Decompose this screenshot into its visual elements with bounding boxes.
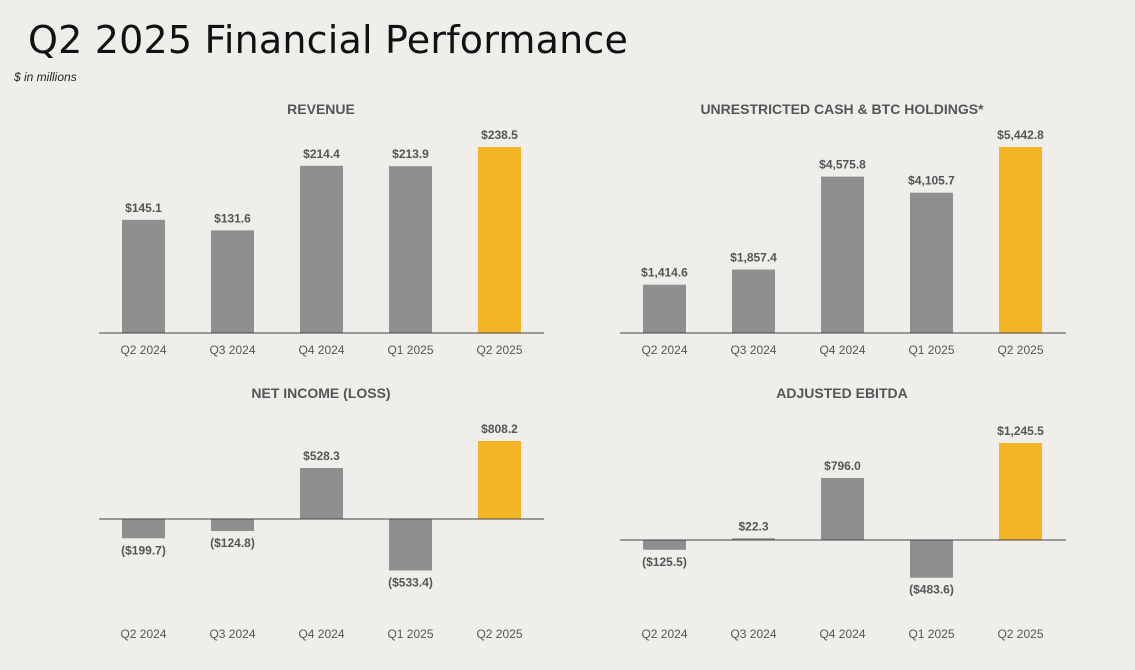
revenue-chart: REVENUE $145.1 Q2 2024 $131.6 Q3 2024 $214.4 Q…	[99, 101, 544, 357]
cash-btc-category-label: Q1 2025	[908, 343, 954, 357]
adj-ebitda-category-label: Q3 2024	[730, 627, 776, 641]
net-income-chart: NET INCOME (LOSS) ($199.7) Q2 2024 ($124.8)…	[99, 385, 544, 641]
revenue-value-label: $238.5	[481, 128, 518, 142]
adj-ebitda-value-label: $22.3	[738, 519, 768, 533]
cash-btc-bar	[999, 147, 1042, 333]
cash-btc-chart: UNRESTRICTED CASH & BTC HOLDINGS* $1,414.…	[620, 101, 1066, 357]
revenue-category-label: Q4 2024	[298, 343, 344, 357]
adj-ebitda-value-label: ($483.6)	[909, 583, 954, 597]
revenue-value-label: $214.4	[303, 147, 340, 161]
cash-btc-bar	[821, 176, 864, 333]
cash-btc-value-label: $4,105.7	[908, 174, 955, 188]
adj-ebitda-category-label: Q4 2024	[819, 627, 865, 641]
cash-btc-bar	[910, 192, 953, 333]
adj-ebitda-bar	[643, 540, 686, 550]
cash-btc-value-label: $1,857.4	[730, 251, 777, 265]
adj-ebitda-category-label: Q2 2025	[997, 627, 1043, 641]
revenue-bar	[122, 219, 165, 333]
adj-ebitda-bar	[821, 478, 864, 540]
cash-btc-bar	[732, 269, 775, 333]
revenue-value-label: $131.6	[214, 211, 251, 225]
units-note: $ in millions	[14, 70, 77, 84]
net-income-category-label: Q3 2024	[209, 627, 255, 641]
revenue-category-label: Q2 2024	[120, 343, 166, 357]
net-income-bar	[478, 441, 521, 519]
cash-btc-category-label: Q2 2024	[641, 343, 687, 357]
net-income-bar	[300, 468, 343, 519]
net-income-category-label: Q1 2025	[387, 627, 433, 641]
adj-ebitda-value-label: $796.0	[824, 459, 861, 473]
cash-btc-title: UNRESTRICTED CASH & BTC HOLDINGS*	[700, 101, 984, 117]
adj-ebitda-category-label: Q1 2025	[908, 627, 954, 641]
page-title: Q2 2025 Financial Performance	[28, 18, 629, 62]
revenue-title: REVENUE	[287, 101, 355, 117]
cash-btc-value-label: $1,414.6	[641, 266, 688, 280]
adj-ebitda-bar	[999, 443, 1042, 540]
revenue-category-label: Q3 2024	[209, 343, 255, 357]
adj-ebitda-chart: ADJUSTED EBITDA ($125.5) Q2 2024 $22.3 Q3 20…	[620, 385, 1066, 641]
revenue-bar	[300, 165, 343, 333]
net-income-bar	[389, 519, 432, 571]
net-income-value-label: ($533.4)	[388, 575, 433, 589]
cash-btc-category-label: Q2 2025	[997, 343, 1043, 357]
net-income-bar	[122, 519, 165, 539]
revenue-bar	[389, 166, 432, 333]
revenue-bar	[478, 147, 521, 333]
revenue-category-label: Q1 2025	[387, 343, 433, 357]
net-income-title: NET INCOME (LOSS)	[251, 385, 390, 401]
cash-btc-value-label: $4,575.8	[819, 158, 866, 172]
adj-ebitda-value-label: ($125.5)	[642, 555, 687, 569]
net-income-category-label: Q2 2025	[476, 627, 522, 641]
cash-btc-value-label: $5,442.8	[997, 128, 1044, 142]
net-income-category-label: Q2 2024	[120, 627, 166, 641]
net-income-category-label: Q4 2024	[298, 627, 344, 641]
revenue-value-label: $213.9	[392, 147, 429, 161]
adj-ebitda-value-label: $1,245.5	[997, 424, 1044, 438]
adj-ebitda-title: ADJUSTED EBITDA	[776, 385, 907, 401]
cash-btc-category-label: Q4 2024	[819, 343, 865, 357]
revenue-bar	[211, 230, 254, 333]
net-income-value-label: ($124.8)	[210, 536, 255, 550]
adj-ebitda-bar	[910, 540, 953, 578]
net-income-value-label: $808.2	[481, 422, 518, 436]
cash-btc-category-label: Q3 2024	[730, 343, 776, 357]
net-income-bar	[211, 519, 254, 532]
net-income-value-label: ($199.7)	[121, 543, 166, 557]
adj-ebitda-category-label: Q2 2024	[641, 627, 687, 641]
net-income-value-label: $528.3	[303, 449, 340, 463]
revenue-value-label: $145.1	[125, 201, 162, 215]
revenue-category-label: Q2 2025	[476, 343, 522, 357]
cash-btc-bar	[643, 284, 686, 333]
adj-ebitda-bar	[732, 538, 775, 540]
